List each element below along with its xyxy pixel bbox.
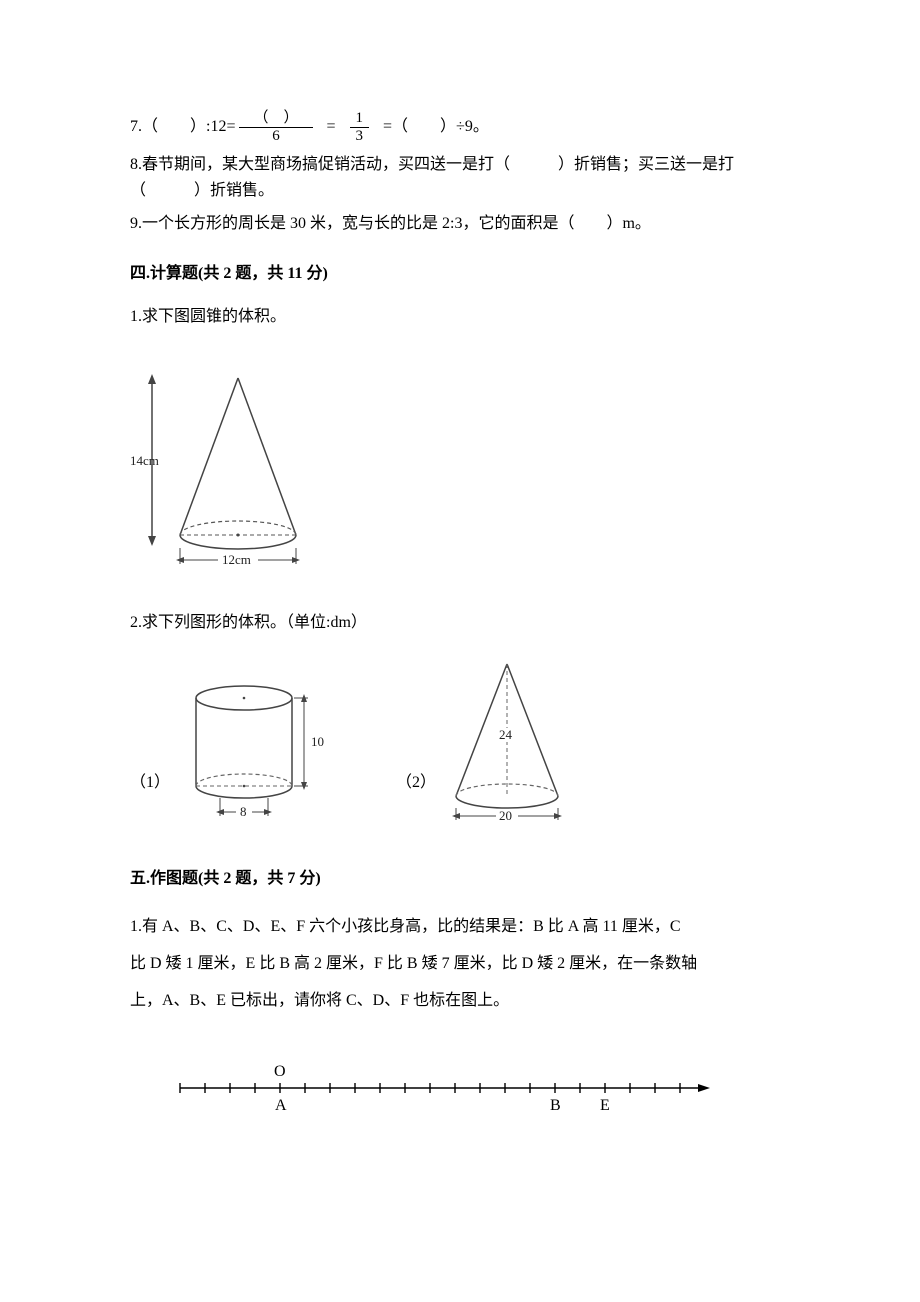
cylinder-svg: 10 8 — [176, 676, 336, 826]
fig2-label: （2） — [396, 770, 436, 796]
q7-frac1: （ ） 6 — [239, 110, 312, 144]
section5-title: 五.作图题(共 2 题，共 7 分) — [130, 866, 795, 892]
q7-frac1-num: （ ） — [239, 110, 312, 128]
cone2-svg: 24 20 — [442, 656, 582, 826]
q8-text: 8.春节期间，某大型商场搞促销活动，买四送一是打（ ）折销售；买三送一是打（ ）… — [130, 156, 734, 199]
cone1-svg: 14cm 12cm — [130, 360, 320, 570]
q7-eq1: = — [327, 114, 336, 140]
q7-frac1-den: 6 — [239, 127, 312, 145]
s5-q1-line2: 比 D 矮 1 厘米，E 比 B 高 2 厘米，F 比 B 矮 7 厘米，比 D… — [130, 946, 795, 983]
q7-suffix: =（ ）÷9。 — [383, 114, 489, 140]
section4-q2: 2.求下列图形的体积。（单位:dm） — [130, 610, 795, 636]
fig1-label: （1） — [130, 770, 170, 796]
svg-text:B: B — [550, 1097, 561, 1114]
cylinder-height-label: 10 — [311, 734, 324, 749]
cone1-base-label: 12cm — [222, 552, 251, 567]
svg-text:E: E — [600, 1097, 610, 1114]
q7-frac2: 1 3 — [350, 110, 370, 144]
figures-row: （1） 10 8 — [130, 656, 795, 826]
s5-q1-line1: 1.有 A、B、C、D、E、F 六个小孩比身高，比的结果是：B 比 A 高 11… — [130, 909, 795, 946]
cone1-figure: 14cm 12cm — [130, 360, 795, 570]
cone1-height-label: 14cm — [130, 453, 159, 468]
q7-frac2-num: 1 — [350, 110, 370, 128]
svg-text:O: O — [274, 1063, 286, 1080]
cone2-height-label: 24 — [499, 727, 513, 742]
numberline-svg: OA B E — [170, 1050, 730, 1120]
question-7: 7.（ ）:12= （ ） 6 = 1 3 =（ ）÷9。 — [130, 110, 795, 144]
section4-title: 四.计算题(共 2 题，共 11 分) — [130, 261, 795, 287]
fig2-cell: （2） 24 20 — [396, 656, 582, 826]
q7-prefix: 7.（ ）:12= — [130, 114, 235, 140]
question-9: 9.一个长方形的周长是 30 米，宽与长的比是 2:3，它的面积是（ ）m。 — [130, 211, 795, 237]
numberline-figure: OA B E — [170, 1050, 795, 1120]
cylinder-dia-label: 8 — [240, 804, 247, 819]
question-8: 8.春节期间，某大型商场搞促销活动，买四送一是打（ ）折销售；买三送一是打（ ）… — [130, 152, 795, 203]
fig1-cell: （1） 10 8 — [130, 676, 336, 826]
q9-text: 9.一个长方形的周长是 30 米，宽与长的比是 2:3，它的面积是（ ）m。 — [130, 215, 651, 232]
q7-frac2-den: 3 — [350, 128, 370, 145]
s5-q1-line3: 上，A、B、E 已标出，请你将 C、D、F 也标在图上。 — [130, 983, 795, 1020]
svg-text:A: A — [275, 1097, 287, 1114]
section4-q1: 1.求下图圆锥的体积。 — [130, 304, 795, 330]
section5-q1: 1.有 A、B、C、D、E、F 六个小孩比身高，比的结果是：B 比 A 高 11… — [130, 909, 795, 1019]
cone2-base-label: 20 — [499, 808, 512, 823]
